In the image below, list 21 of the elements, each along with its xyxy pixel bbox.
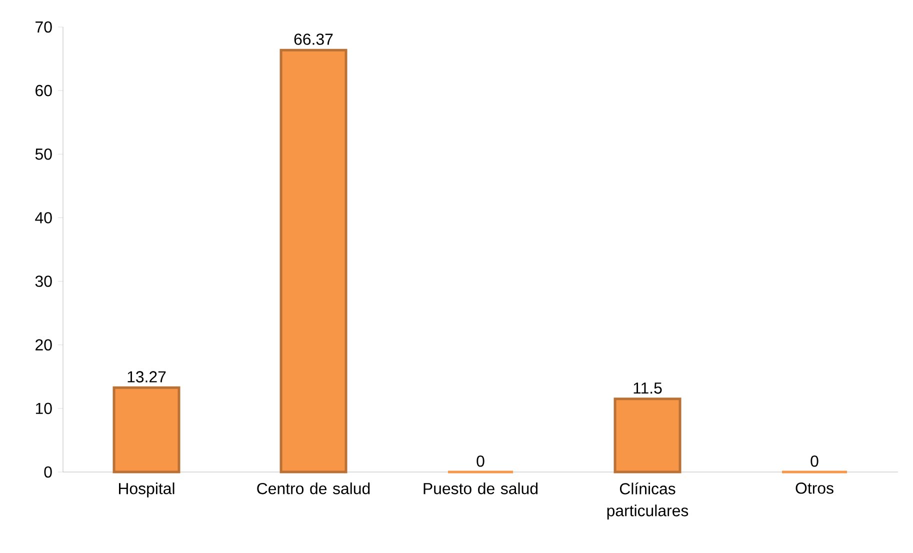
data-label: 66.37 [294, 34, 333, 45]
bar [614, 398, 682, 474]
y-tick-label: 30 [35, 276, 52, 287]
x-tick-label: Puesto de salud [424, 482, 538, 494]
data-label: 0 [810, 456, 818, 467]
data-label: 0 [476, 456, 484, 467]
y-tick-label: 20 [36, 339, 52, 350]
bar [112, 386, 180, 474]
y-tick-label: 10 [36, 402, 52, 414]
x-tick-label: Clínicas particulares [607, 482, 688, 520]
y-tick-label: 40 [35, 212, 52, 224]
y-tick-label: 70 [36, 21, 52, 33]
y-tick-label: 50 [35, 148, 52, 160]
x-tick-label: Otros [796, 482, 834, 494]
bar [280, 48, 348, 474]
x-tick-label: Hospital [119, 482, 174, 498]
y-tick-label: 60 [36, 84, 52, 96]
data-label: 13.27 [128, 371, 166, 382]
y-tick-label: 0 [44, 466, 52, 478]
data-label: 11.5 [634, 382, 662, 394]
x-tick-label: Centro de salud [257, 482, 370, 494]
